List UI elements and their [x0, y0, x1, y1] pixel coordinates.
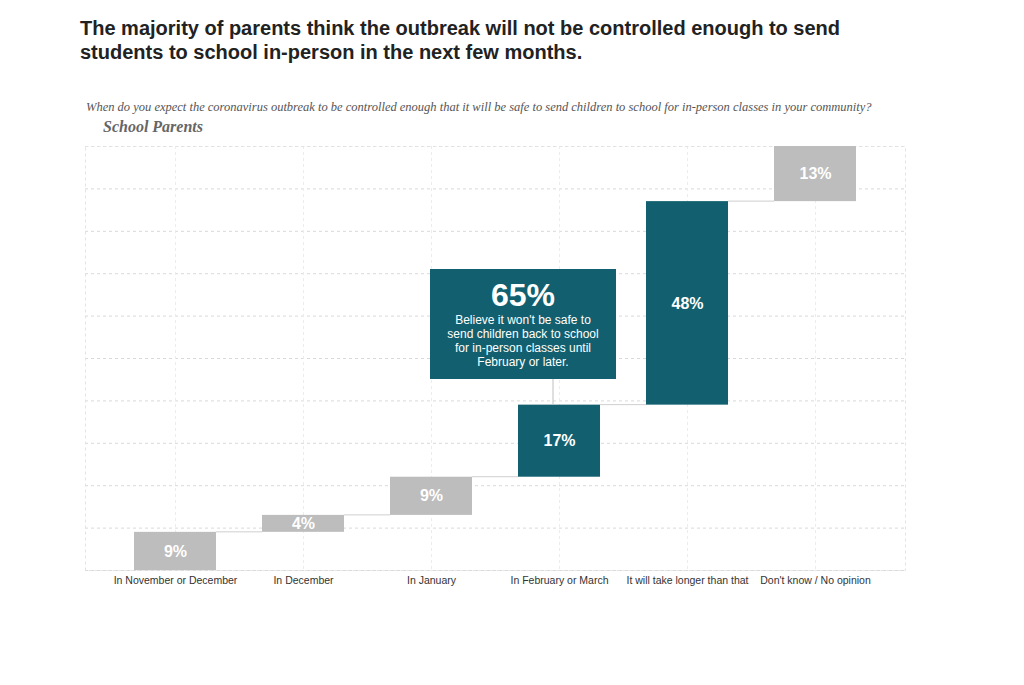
svg-text:17%: 17% [543, 432, 575, 449]
svg-text:4%: 4% [292, 515, 315, 532]
svg-text:In February or March: In February or March [510, 574, 608, 586]
html-text:School Parents: School Parents [103, 118, 203, 135]
html-text:The majority of parents think: The majority of parents think the outbre… [80, 17, 841, 63]
svg-text:Don't know / No opinion: Don't know / No opinion [760, 574, 871, 586]
svg-text:In November or December: In November or December [114, 574, 238, 586]
html-text:When do you expect the coronav: When do you expect the coronavirus outbr… [86, 100, 872, 114]
svg-text:13%: 13% [799, 165, 831, 182]
svg-text:9%: 9% [164, 543, 187, 560]
svg-text:In December: In December [273, 574, 334, 586]
svg-text:It will take longer than that: It will take longer than that [627, 574, 749, 586]
svg-text:48%: 48% [671, 295, 703, 312]
svg-text:In January: In January [407, 574, 457, 586]
svg-text:9%: 9% [420, 487, 443, 504]
html-text:65%: 65% [491, 276, 555, 313]
html-text:Believe it won't be safe to se: Believe it won't be safe to send childre… [447, 312, 599, 369]
